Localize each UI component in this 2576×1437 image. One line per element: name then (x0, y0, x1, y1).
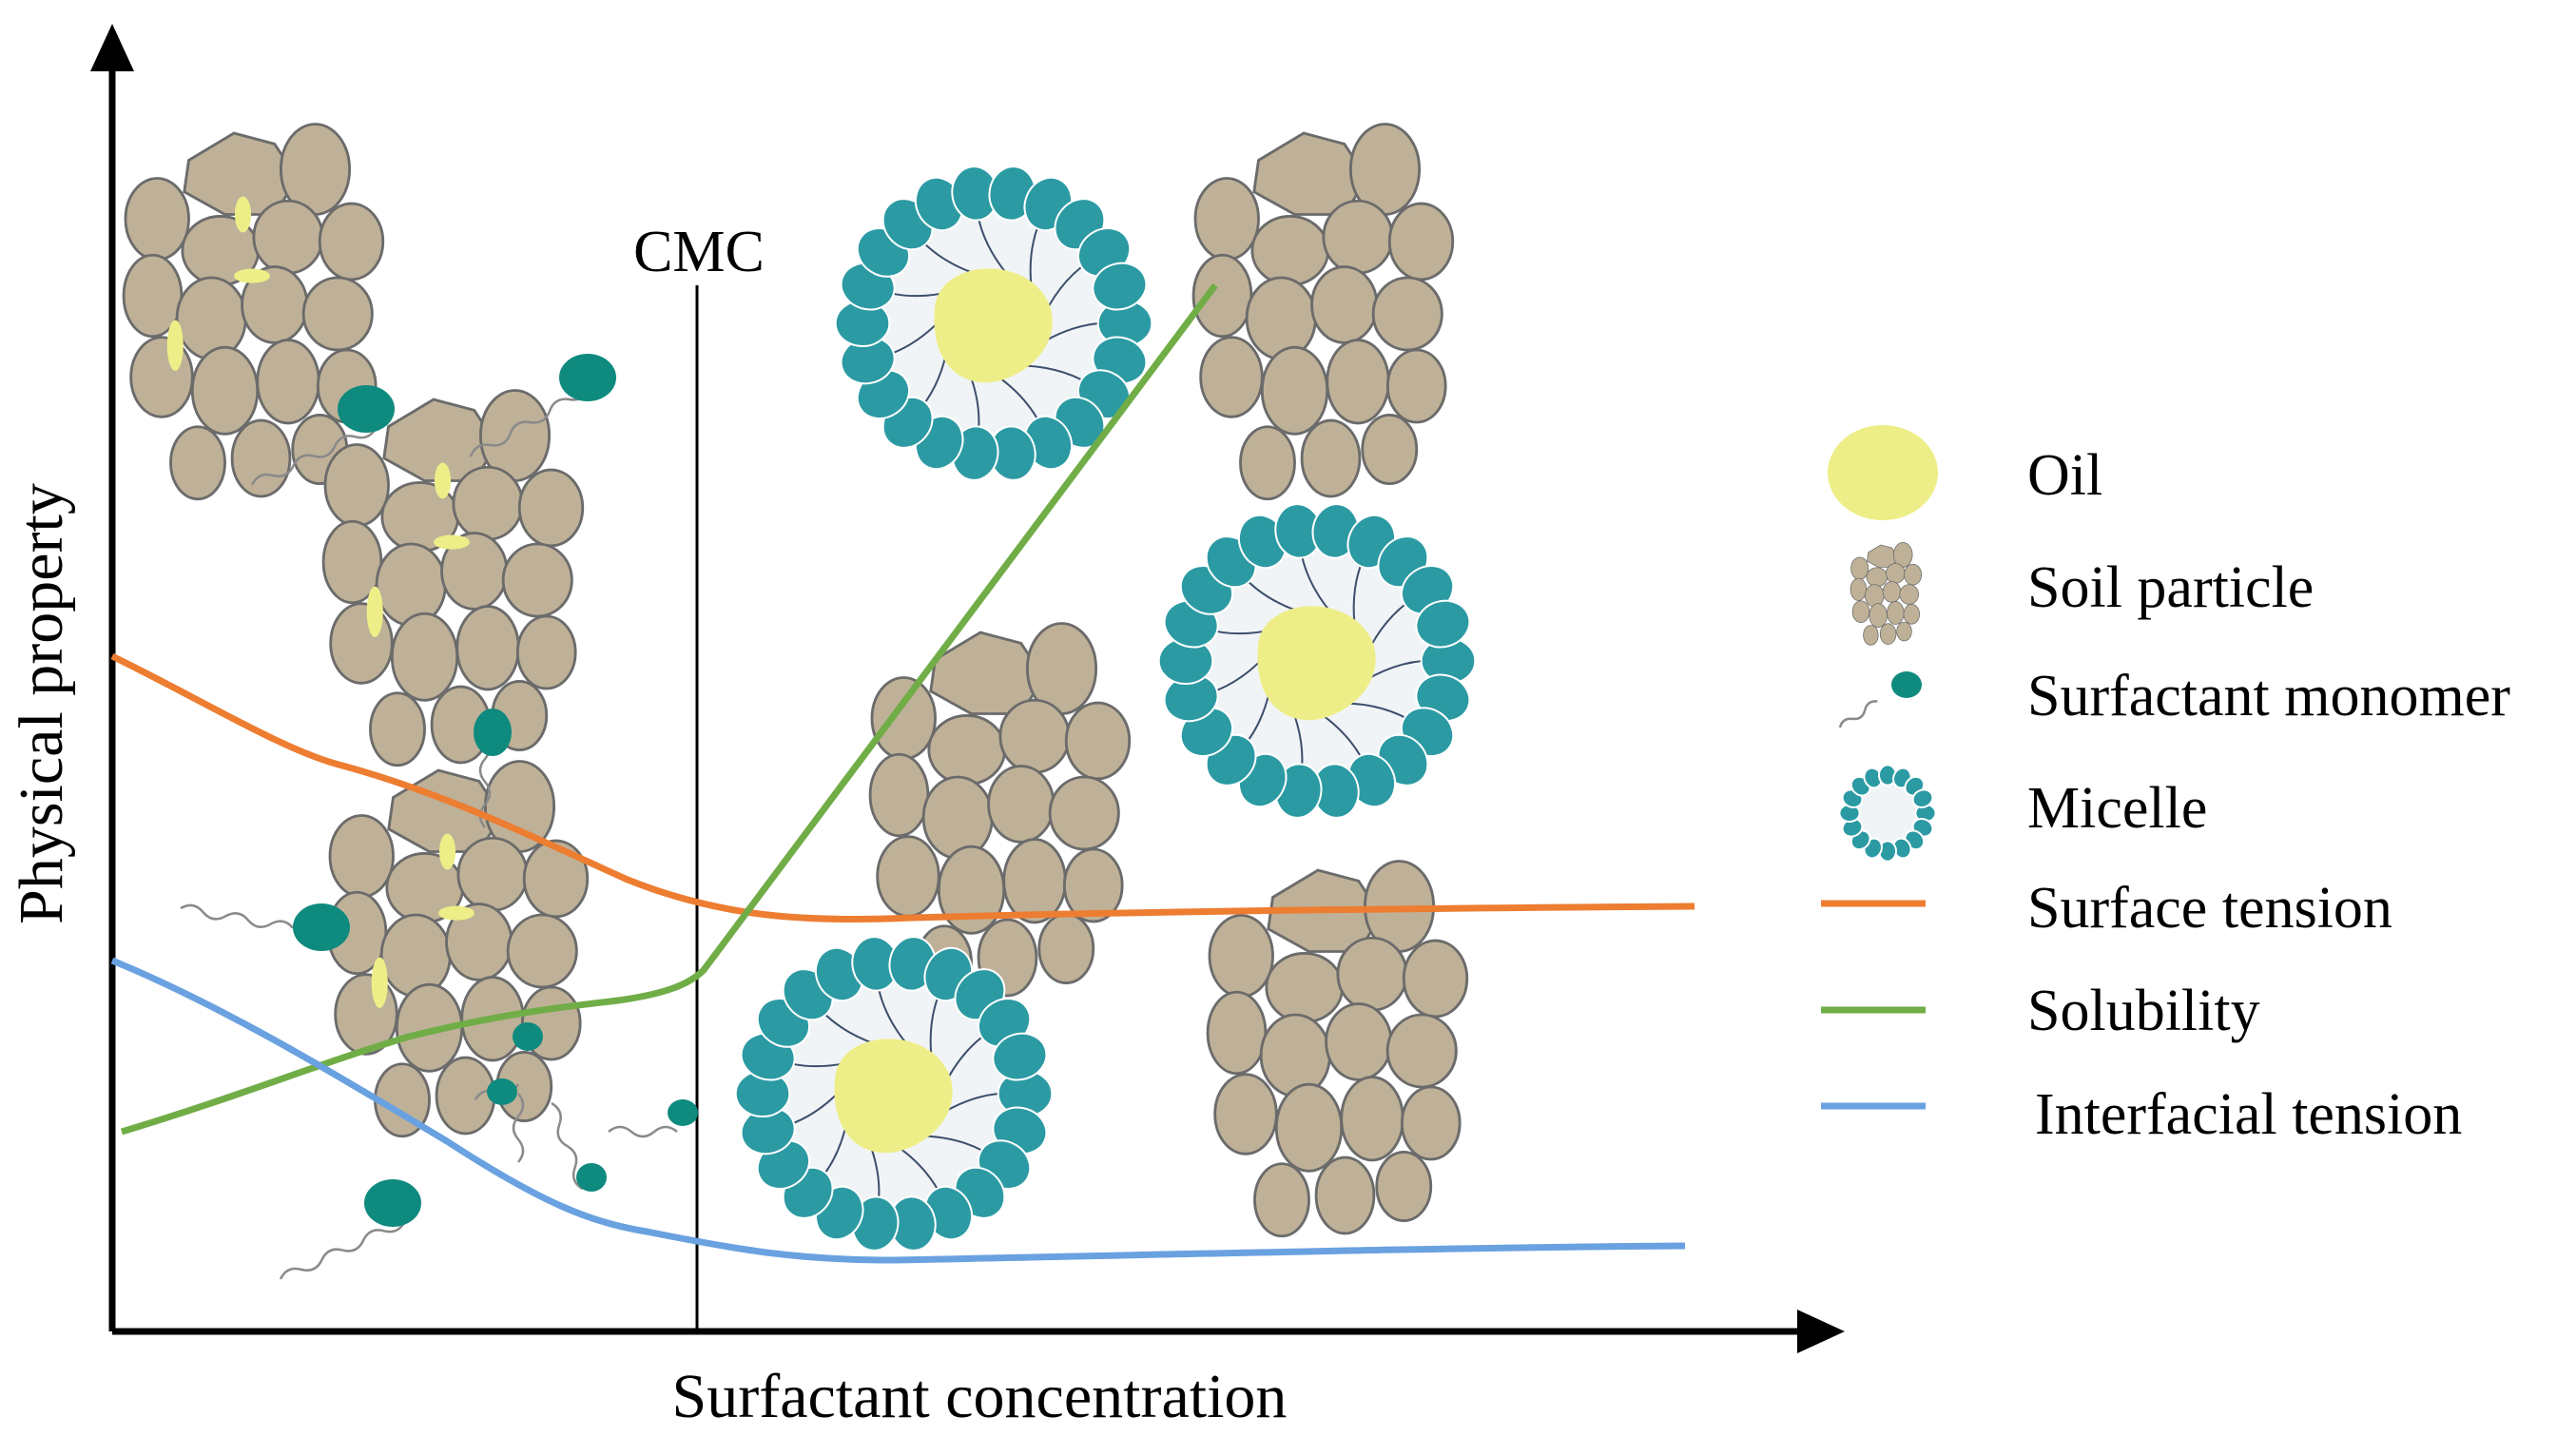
surface-tension-curve (110, 652, 1695, 923)
solubility-curve (120, 282, 1218, 1136)
x-axis-arrow (1797, 1310, 1845, 1353)
surfactant-monomer (250, 385, 395, 486)
y-axis-label: Physical property (7, 483, 76, 924)
micelle (834, 165, 1153, 481)
oil-icon (1828, 425, 1938, 520)
soil-particle-cluster (1206, 860, 1469, 1238)
surfactant-monomer (608, 1099, 698, 1138)
soil-particle-icon (1850, 542, 1923, 646)
x-axis-label: Surfactant concentration (672, 1362, 1288, 1431)
legend-label-surfactant-monomer: Surfactant monomer (2027, 664, 2510, 728)
surfactant-monomer (469, 354, 616, 457)
legend-label-micelle: Micelle (2027, 776, 2207, 841)
surfactant-monomer (512, 1022, 543, 1163)
surfactant-monomer (279, 1179, 421, 1280)
y-axis-arrow (90, 24, 134, 71)
legend-label-solubility: Solubility (2027, 979, 2260, 1043)
soil-particle-cluster (326, 760, 590, 1138)
micelle (1157, 503, 1477, 819)
soil-particle-cluster (1191, 123, 1455, 501)
cmc-label: CMC (633, 220, 765, 284)
legend: Oil Soil particle Surfactant monomer Mic… (1821, 425, 2510, 1147)
soil-particle-cluster (321, 389, 585, 767)
interfacial-tension-curve (110, 957, 1686, 1264)
soil-particle-cluster (122, 123, 385, 501)
micelle (734, 936, 1054, 1252)
legend-label-surface-tension: Surface tension (2027, 876, 2392, 941)
micelle-icon (1838, 764, 1937, 863)
surfactant-monomer (474, 709, 512, 828)
legend-label-oil: Oil (2027, 443, 2102, 508)
surfactant-monomer (551, 1101, 607, 1192)
surfactant-monomer (180, 903, 350, 951)
legend-label-interfacial-tension: Interfacial tension (2035, 1082, 2462, 1147)
surfactant-monomer (474, 1078, 520, 1105)
legend-label-soil-particle: Soil particle (2027, 555, 2314, 620)
surfactant-monomer-icon (1838, 671, 1922, 728)
